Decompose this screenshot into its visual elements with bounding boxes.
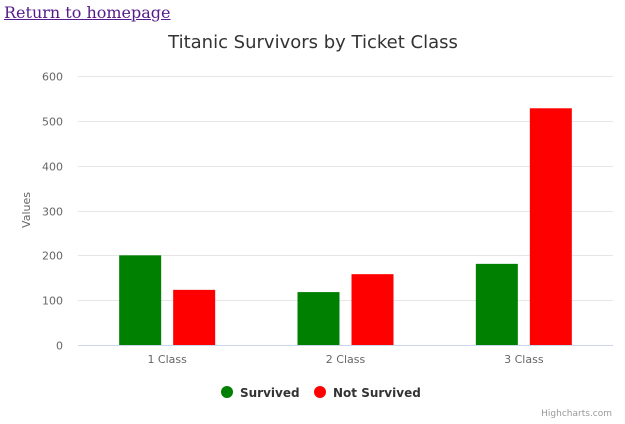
y-tick-label: 400 [42,161,63,174]
x-axis-ticks: 1 Class 2 Class 3 Class [147,353,543,366]
legend-marker [221,386,233,398]
y-axis-title: Values [20,192,33,228]
y-tick-label: 200 [42,250,63,263]
chart-title: Titanic Survivors by Ticket Class [167,32,458,53]
y-tick-label: 500 [42,116,63,129]
legend-label: Not Survived [333,386,421,400]
y-tick-label: 300 [42,206,63,219]
legend-marker [314,386,326,398]
bar-survived [119,255,162,345]
bar-not-survived [529,108,572,345]
bar-not-survived [173,289,216,345]
x-tick-label: 3 Class [504,353,544,366]
bars [119,108,572,345]
legend: Survived Not Survived [221,386,421,400]
legend-label: Survived [240,386,300,400]
x-tick-label: 2 Class [326,353,366,366]
bar-survived [297,292,340,345]
y-axis-ticks: 0 100 200 300 400 500 600 [42,71,63,353]
y-tick-label: 100 [42,295,63,308]
bar-survived [475,263,518,345]
legend-item-survived[interactable]: Survived [221,386,300,400]
legend-item-not-survived[interactable]: Not Survived [314,386,421,400]
highcharts-credits[interactable]: Highcharts.com [541,409,612,419]
return-to-homepage-link[interactable]: Return to homepage [4,3,171,22]
y-tick-label: 600 [42,71,63,84]
gridlines [78,76,613,301]
y-tick-label: 0 [56,340,63,353]
x-tick-label: 1 Class [147,353,187,366]
bar-not-survived [351,274,394,345]
